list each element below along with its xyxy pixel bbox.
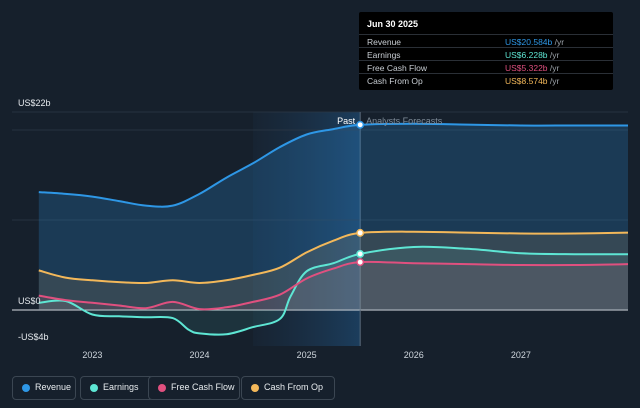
marker-cash-from-op (356, 228, 365, 237)
line-earnings (38, 245, 629, 336)
tooltip-row-earnings: Earnings US$6.228b /yr (359, 47, 613, 61)
legend-dot-icon (22, 384, 30, 392)
tooltip-label: Revenue (367, 37, 402, 47)
y-tick-label: US$0 (18, 296, 41, 306)
series-lines (38, 122, 629, 336)
line-cash-from-op (38, 230, 629, 285)
tooltip-value: US$20.584b /yr (505, 37, 565, 47)
marker-revenue (356, 120, 365, 129)
area-earnings (38, 246, 629, 335)
tooltip-value: US$8.574b /yr (505, 76, 560, 86)
legend-label: Revenue (35, 382, 72, 392)
series-areas (38, 123, 629, 335)
tooltip-date: Jun 30 2025 (367, 19, 419, 29)
tooltip-value: US$6.228b /yr (505, 50, 560, 60)
forecast-label: Analysts Forecasts (366, 116, 443, 126)
grid-lines (12, 111, 628, 346)
legend-label: Free Cash Flow (171, 382, 235, 392)
current-value-markers (356, 120, 365, 267)
x-tick-label: 2024 (189, 350, 209, 360)
legend-item-revenue[interactable]: Revenue (12, 376, 76, 400)
x-tick-label: 2023 (82, 350, 102, 360)
legend-dot-icon (158, 384, 166, 392)
legend-label: Cash From Op (264, 382, 324, 392)
tooltip-label: Cash From Op (367, 76, 423, 86)
area-free-cash-flow (38, 261, 629, 310)
tooltip-label: Earnings (367, 50, 401, 60)
legend-dot-icon (90, 384, 98, 392)
x-tick-label: 2026 (404, 350, 424, 360)
legend-dot-icon (251, 384, 259, 392)
past-region-highlight (253, 112, 361, 346)
tooltip-row-cash-from-op: Cash From Op US$8.574b /yr (359, 73, 613, 87)
past-label: Past (337, 116, 356, 126)
legend-item-free-cash-flow[interactable]: Free Cash Flow (148, 376, 240, 400)
legend-item-cash-from-op[interactable]: Cash From Op (241, 376, 335, 400)
area-cash-from-op (38, 231, 629, 310)
line-revenue (38, 122, 628, 208)
legend-label: Earnings (103, 382, 139, 392)
legend-item-earnings[interactable]: Earnings (80, 376, 154, 400)
marker-free-cash-flow (356, 258, 365, 267)
tooltip-row-free-cash-flow: Free Cash Flow US$5.322b /yr (359, 60, 613, 74)
y-tick-label: US$22b (18, 98, 51, 108)
marker-earnings (356, 249, 365, 258)
x-tick-label: 2025 (297, 350, 317, 360)
line-free-cash-flow (38, 260, 629, 311)
axes: US$22b US$0 -US$4b 2023 2024 2025 2026 2027 Past… (18, 98, 531, 360)
tooltip: Jun 30 2025 Revenue US$20.584b /yr Earni… (359, 12, 613, 90)
tooltip-row-revenue: Revenue US$20.584b /yr (359, 34, 613, 48)
tooltip-value: US$5.322b /yr (505, 63, 560, 73)
x-tick-label: 2027 (511, 350, 531, 360)
y-tick-label: -US$4b (18, 332, 49, 342)
tooltip-label: Free Cash Flow (367, 63, 427, 73)
